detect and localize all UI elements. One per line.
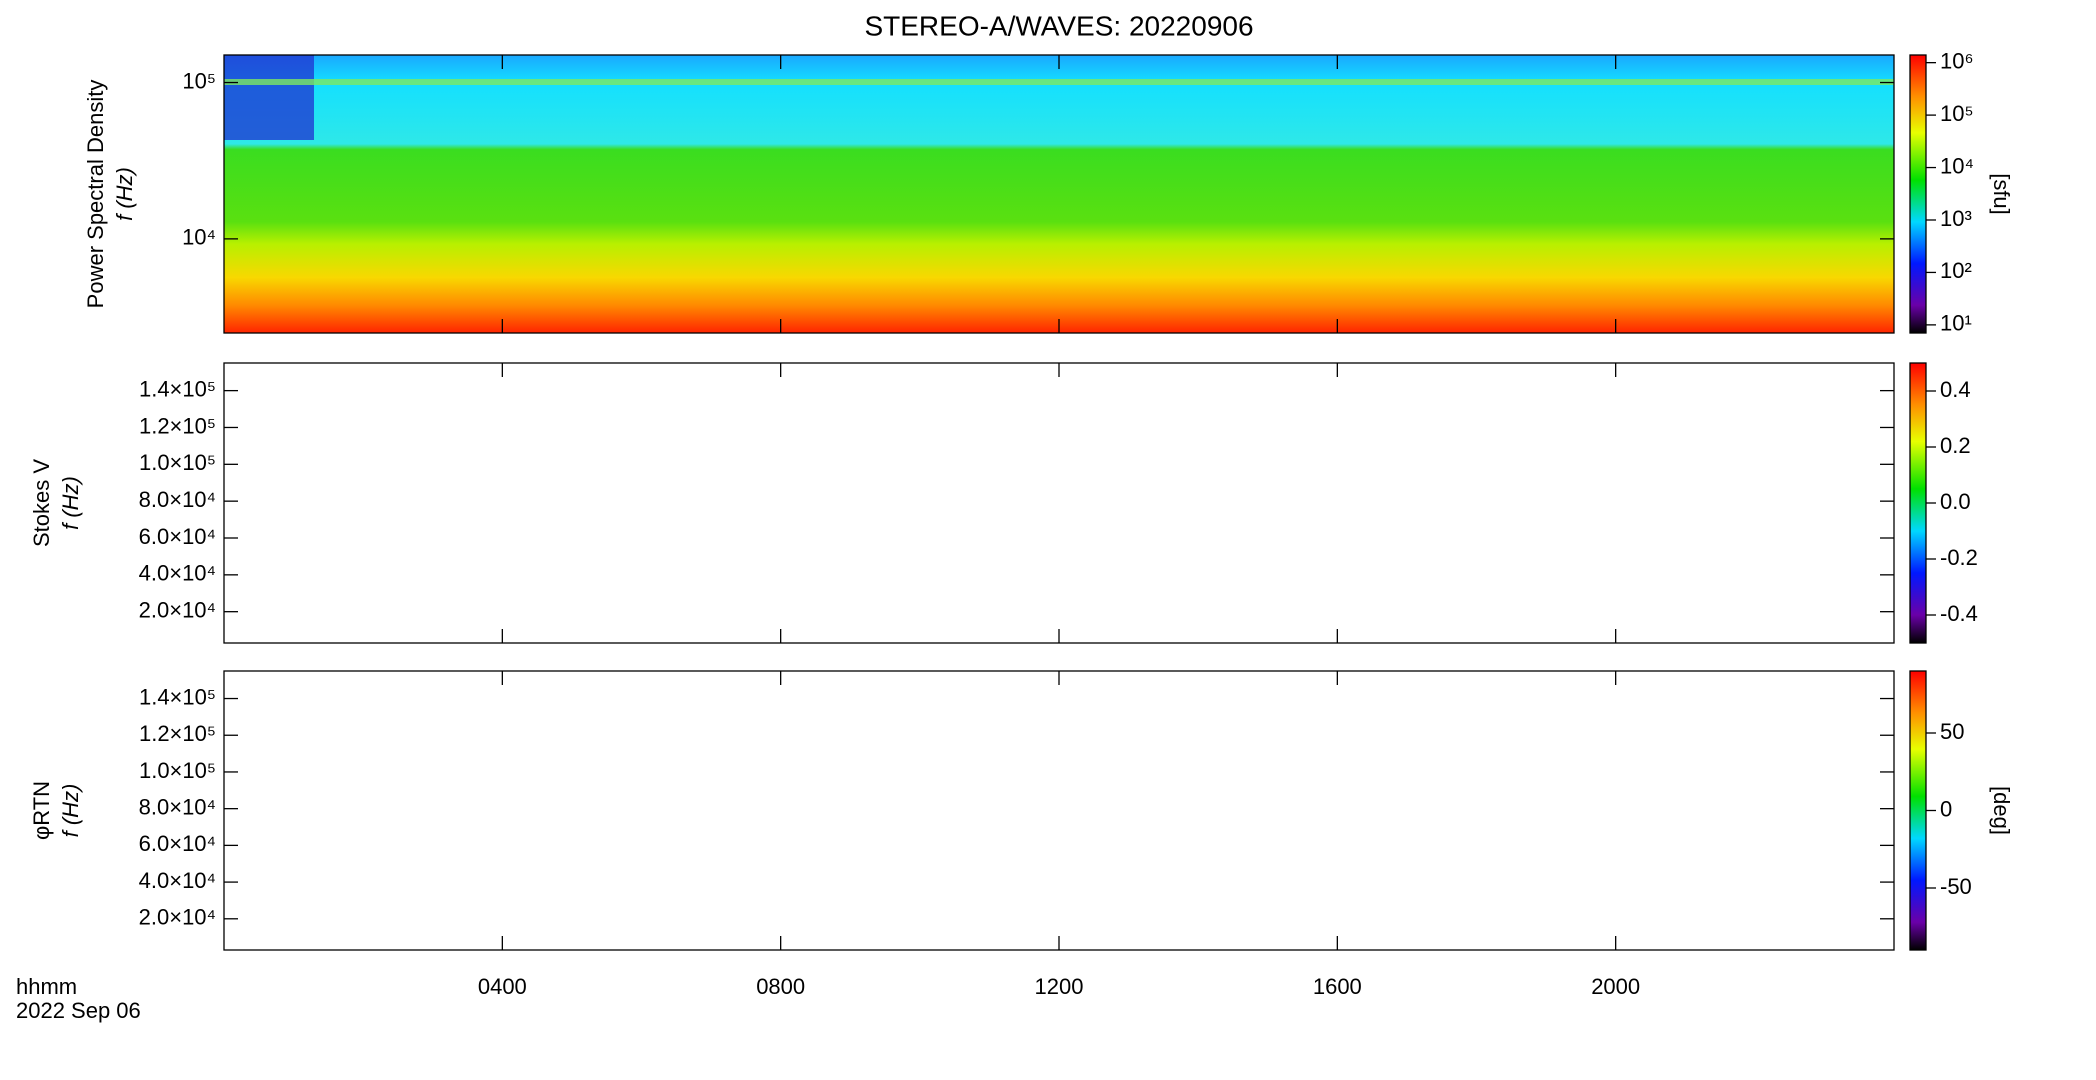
colorbar-label: [sfu] bbox=[1989, 173, 2014, 215]
y-tick-label: 4.0×10⁴ bbox=[139, 868, 216, 893]
y-axis-label: Stokes V bbox=[29, 459, 54, 547]
colorbar-tick-label: 50 bbox=[1940, 719, 1964, 744]
colorbar-tick-label: 10⁴ bbox=[1940, 153, 1974, 178]
y-axis-label: f (Hz) bbox=[58, 784, 83, 838]
colorbar-tick-label: -0.2 bbox=[1940, 545, 1978, 570]
spectrogram-image bbox=[224, 55, 1894, 333]
colorbar-label: [deg] bbox=[1989, 786, 2014, 835]
x-axis-label: 2022 Sep 06 bbox=[16, 998, 141, 1023]
colorbar-tick-label: 10⁶ bbox=[1940, 48, 1974, 73]
chart-title: STEREO-A/WAVES: 20220906 bbox=[864, 10, 1253, 41]
colorbar bbox=[1909, 670, 1927, 951]
colorbar-tick-label: 10⁵ bbox=[1940, 101, 1974, 126]
y-tick-label: 6.0×10⁴ bbox=[139, 831, 216, 856]
x-axis-label: hhmm bbox=[16, 974, 77, 999]
y-axis-label: f (Hz) bbox=[58, 476, 83, 530]
spectrogram-image bbox=[224, 55, 314, 140]
y-tick-label: 8.0×10⁴ bbox=[139, 487, 216, 512]
y-tick-label: 10⁵ bbox=[182, 68, 216, 93]
y-tick-label: 4.0×10⁴ bbox=[139, 561, 216, 586]
y-tick-label: 1.0×10⁵ bbox=[139, 450, 216, 475]
colorbar bbox=[1909, 362, 1927, 644]
y-axis-label: φRTN bbox=[29, 781, 54, 840]
y-tick-label: 6.0×10⁴ bbox=[139, 524, 216, 549]
colorbar-tick-label: 0.2 bbox=[1940, 433, 1971, 458]
y-tick-label: 1.2×10⁵ bbox=[139, 721, 216, 746]
x-tick-label: 1600 bbox=[1313, 974, 1362, 999]
y-tick-label: 1.4×10⁵ bbox=[139, 684, 216, 709]
plot-frame bbox=[223, 362, 1895, 644]
colorbar-tick-label: 0.0 bbox=[1940, 489, 1971, 514]
y-tick-label: 1.0×10⁵ bbox=[139, 758, 216, 783]
y-tick-label: 2.0×10⁴ bbox=[139, 597, 216, 622]
colorbar-tick-label: 0 bbox=[1940, 796, 1952, 821]
colorbar-tick-label: 10¹ bbox=[1940, 311, 1972, 336]
y-tick-label: 1.4×10⁵ bbox=[139, 376, 216, 401]
colorbar-tick-label: 10² bbox=[1940, 258, 1972, 283]
y-tick-label: 8.0×10⁴ bbox=[139, 794, 216, 819]
x-tick-label: 0400 bbox=[478, 974, 527, 999]
x-tick-label: 0800 bbox=[756, 974, 805, 999]
y-tick-label: 10⁴ bbox=[182, 225, 216, 250]
x-tick-label: 1200 bbox=[1035, 974, 1084, 999]
plot-frame bbox=[223, 670, 1895, 951]
spectrogram-image bbox=[224, 79, 1894, 85]
x-tick-label: 2000 bbox=[1591, 974, 1640, 999]
y-axis-label: Power Spectral Density bbox=[83, 80, 108, 309]
colorbar-tick-label: 10³ bbox=[1940, 206, 1972, 231]
y-axis-label: f (Hz) bbox=[112, 167, 137, 221]
colorbar-tick-label: -50 bbox=[1940, 874, 1972, 899]
colorbar-tick-label: 0.4 bbox=[1940, 377, 1971, 402]
colorbar bbox=[1909, 54, 1927, 334]
y-tick-label: 2.0×10⁴ bbox=[139, 905, 216, 930]
y-tick-label: 1.2×10⁵ bbox=[139, 413, 216, 438]
colorbar-tick-label: -0.4 bbox=[1940, 601, 1978, 626]
